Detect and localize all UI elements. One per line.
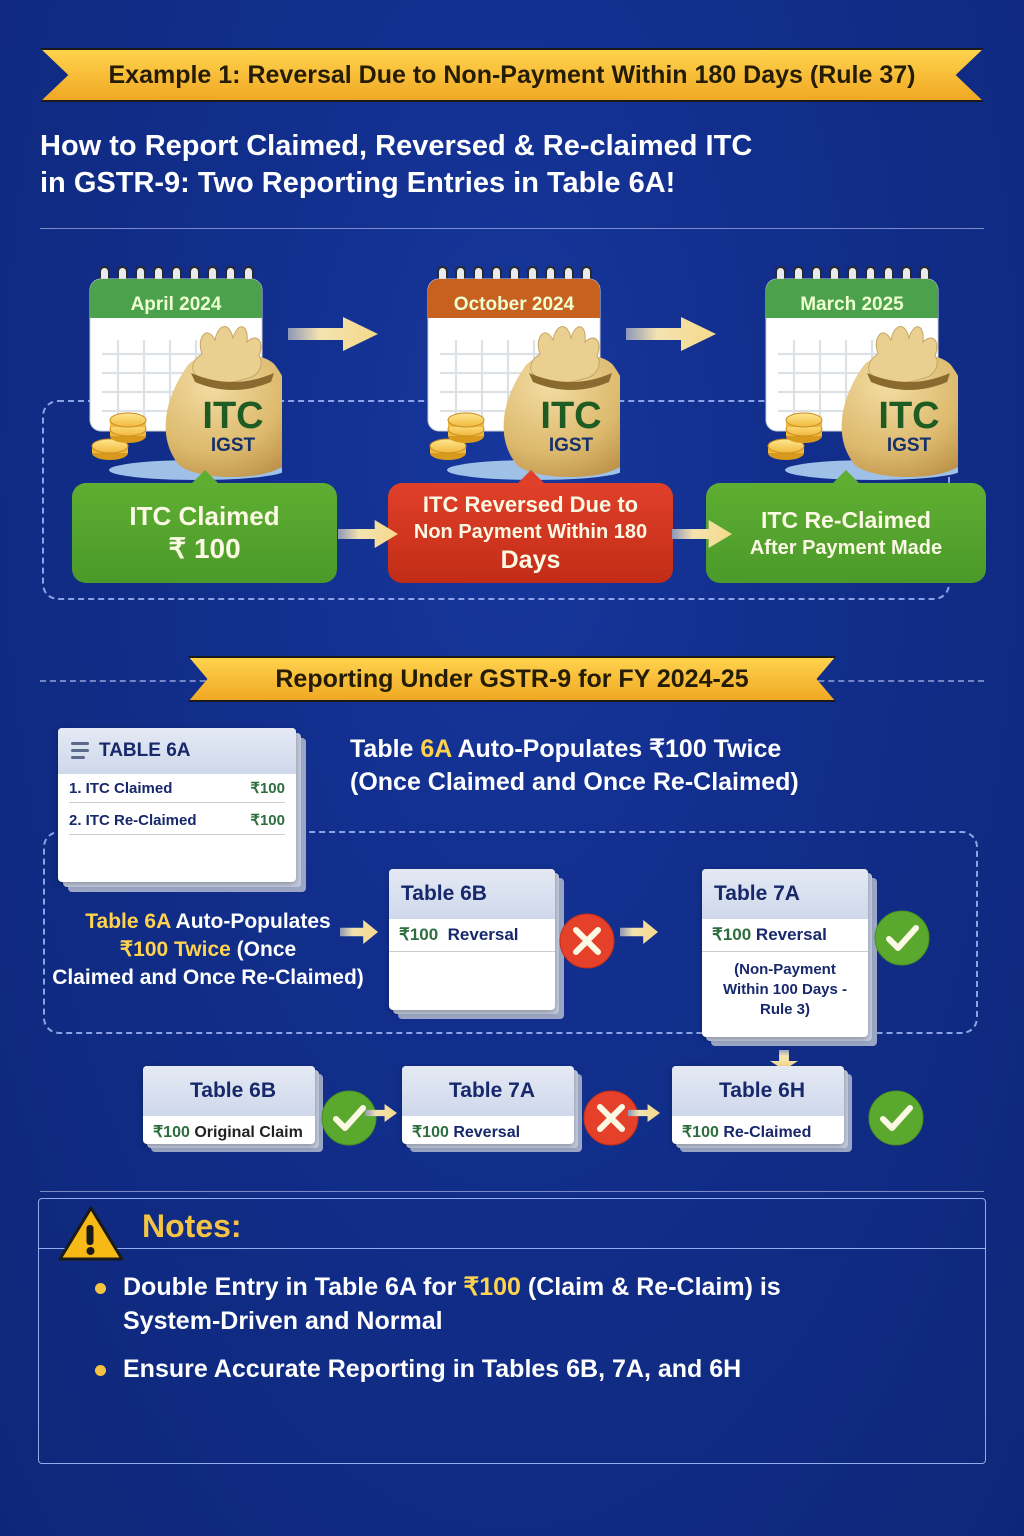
svg-text:IGST: IGST xyxy=(211,435,256,456)
svg-text:ITC: ITC xyxy=(540,395,601,437)
svg-text:ITC: ITC xyxy=(202,395,263,437)
svg-text:April 2024: April 2024 xyxy=(131,294,222,315)
svg-text:ITC: ITC xyxy=(878,395,939,437)
svg-text:October 2024: October 2024 xyxy=(454,294,575,315)
svg-text:IGST: IGST xyxy=(887,435,932,456)
svg-text:March 2025: March 2025 xyxy=(800,294,904,315)
svg-text:IGST: IGST xyxy=(549,435,594,456)
